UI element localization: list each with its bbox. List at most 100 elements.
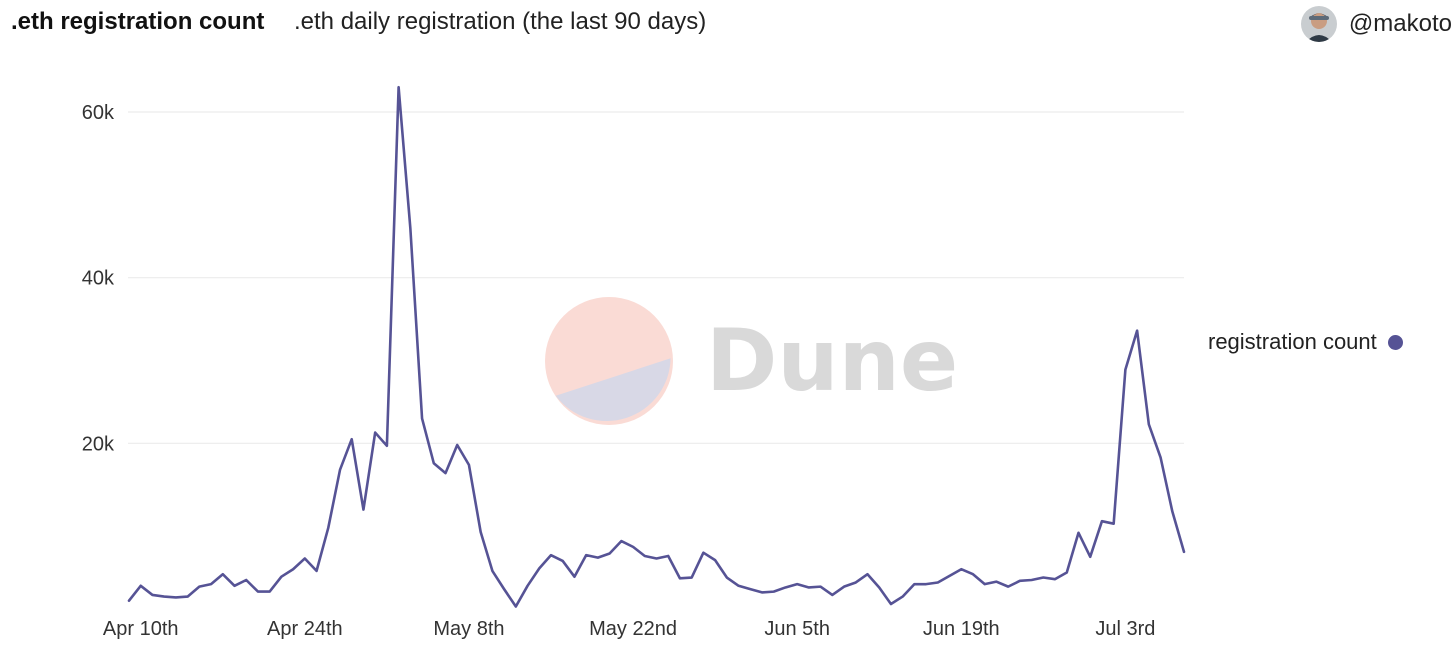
data-point[interactable]: [595, 555, 601, 561]
data-point[interactable]: [853, 579, 859, 585]
data-point[interactable]: [1158, 454, 1164, 460]
data-point[interactable]: [700, 550, 706, 556]
y-axis-labels: 20k 40k 60k: [82, 102, 115, 455]
data-point[interactable]: [642, 553, 648, 559]
data-point[interactable]: [782, 584, 788, 590]
data-point[interactable]: [689, 575, 695, 581]
data-point[interactable]: [1111, 521, 1117, 527]
legend-label: registration count: [1208, 329, 1377, 354]
data-point[interactable]: [1040, 575, 1046, 581]
data-point[interactable]: [583, 552, 589, 558]
data-point[interactable]: [220, 571, 226, 577]
data-point[interactable]: [970, 571, 976, 577]
data-point[interactable]: [407, 225, 413, 231]
data-point[interactable]: [876, 584, 882, 590]
data-point[interactable]: [513, 604, 519, 610]
data-point[interactable]: [1029, 577, 1035, 583]
data-point[interactable]: [747, 586, 753, 592]
legend-marker-icon: [1387, 334, 1403, 350]
data-point[interactable]: [1169, 508, 1175, 514]
y-tick-label: 60k: [82, 102, 115, 124]
data-point[interactable]: [1052, 576, 1058, 582]
data-point[interactable]: [806, 584, 812, 590]
author-link[interactable]: @makoto: [1300, 4, 1452, 44]
data-point[interactable]: [173, 594, 179, 600]
data-point[interactable]: [255, 589, 261, 595]
data-point[interactable]: [489, 568, 495, 574]
data-point[interactable]: [384, 443, 390, 449]
x-axis-labels: Apr 10th Apr 24th May 8th May 22nd Jun 5th Ju…: [103, 618, 1155, 640]
data-point[interactable]: [431, 460, 437, 466]
data-point[interactable]: [1099, 518, 1105, 524]
data-point[interactable]: [1134, 328, 1140, 334]
data-point[interactable]: [325, 525, 331, 531]
data-point[interactable]: [525, 583, 531, 589]
data-point[interactable]: [771, 589, 777, 595]
data-point[interactable]: [161, 594, 167, 600]
data-point[interactable]: [911, 581, 917, 587]
data-point[interactable]: [654, 555, 660, 561]
legend[interactable]: registration count: [1208, 329, 1403, 355]
data-point[interactable]: [360, 507, 366, 513]
data-point[interactable]: [536, 565, 542, 571]
data-point[interactable]: [443, 470, 449, 476]
data-point[interactable]: [865, 571, 871, 577]
data-point[interactable]: [548, 552, 554, 558]
data-point[interactable]: [349, 436, 355, 442]
data-point[interactable]: [232, 583, 238, 589]
data-point[interactable]: [138, 583, 144, 589]
data-point[interactable]: [196, 584, 202, 590]
data-point[interactable]: [454, 442, 460, 448]
data-point[interactable]: [724, 575, 730, 581]
data-point[interactable]: [185, 594, 191, 600]
data-point[interactable]: [794, 581, 800, 587]
data-point[interactable]: [419, 415, 425, 421]
data-point[interactable]: [208, 581, 214, 587]
data-point[interactable]: [1146, 421, 1152, 427]
data-point[interactable]: [278, 574, 284, 580]
data-point[interactable]: [478, 529, 484, 535]
data-point[interactable]: [1064, 570, 1070, 576]
data-point[interactable]: [1005, 584, 1011, 590]
data-point[interactable]: [900, 594, 906, 600]
data-point[interactable]: [1076, 530, 1082, 536]
data-point[interactable]: [958, 566, 964, 572]
data-point[interactable]: [607, 551, 613, 557]
data-point[interactable]: [372, 430, 378, 436]
data-point[interactable]: [888, 601, 894, 607]
x-tick-label: Jun 5th: [764, 618, 830, 640]
data-point[interactable]: [736, 583, 742, 589]
x-tick-label: May 8th: [433, 618, 504, 640]
data-point[interactable]: [302, 555, 308, 561]
data-point[interactable]: [829, 592, 835, 598]
data-point[interactable]: [1087, 554, 1093, 560]
data-point[interactable]: [337, 467, 343, 473]
data-point[interactable]: [149, 592, 155, 598]
data-point[interactable]: [982, 581, 988, 587]
data-point[interactable]: [466, 462, 472, 468]
data-point[interactable]: [314, 568, 320, 574]
data-point[interactable]: [841, 584, 847, 590]
data-point[interactable]: [571, 574, 577, 580]
data-point[interactable]: [243, 577, 249, 583]
data-point[interactable]: [818, 584, 824, 590]
data-point[interactable]: [935, 579, 941, 585]
data-point[interactable]: [126, 598, 132, 604]
data-point[interactable]: [759, 589, 765, 595]
data-point[interactable]: [501, 586, 507, 592]
data-point[interactable]: [618, 538, 624, 544]
data-point[interactable]: [947, 573, 953, 579]
data-point[interactable]: [993, 579, 999, 585]
data-point[interactable]: [560, 558, 566, 564]
data-point[interactable]: [290, 566, 296, 572]
data-point[interactable]: [712, 557, 718, 563]
data-point[interactable]: [1017, 578, 1023, 584]
data-point[interactable]: [396, 84, 402, 90]
data-point[interactable]: [665, 553, 671, 559]
data-point[interactable]: [630, 544, 636, 550]
data-point[interactable]: [677, 575, 683, 581]
data-point[interactable]: [1181, 549, 1187, 555]
data-point[interactable]: [267, 589, 273, 595]
data-point[interactable]: [923, 581, 929, 587]
data-point[interactable]: [1122, 367, 1128, 373]
